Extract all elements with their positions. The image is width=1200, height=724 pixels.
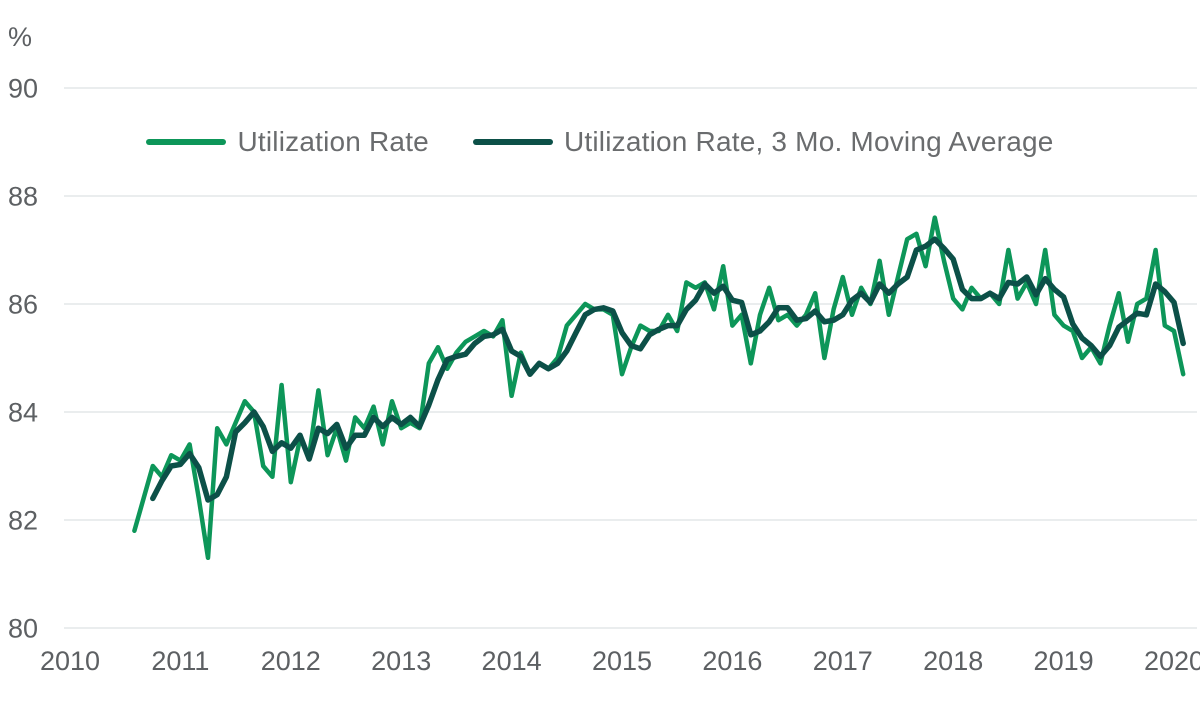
y-tick-label: 82 bbox=[8, 506, 38, 536]
y-tick-label: 88 bbox=[8, 182, 38, 212]
x-tick-label: 2010 bbox=[40, 646, 100, 676]
x-tick-label: 2019 bbox=[1034, 646, 1094, 676]
y-tick-label: 80 bbox=[8, 614, 38, 644]
y-tick-label: 90 bbox=[8, 74, 38, 104]
x-tick-label: 2018 bbox=[923, 646, 983, 676]
y-tick-label: 86 bbox=[8, 290, 38, 320]
y-tick-label: 84 bbox=[8, 398, 38, 428]
x-tick-label: 2017 bbox=[813, 646, 873, 676]
x-tick-label: 2011 bbox=[151, 646, 209, 676]
x-tick-label: 2013 bbox=[371, 646, 431, 676]
y-axis-unit-label: % bbox=[8, 22, 32, 52]
x-tick-label: 2020 bbox=[1144, 646, 1200, 676]
x-tick-label: 2014 bbox=[482, 646, 542, 676]
utilization-rate-line bbox=[132, 215, 1186, 561]
x-tick-label: 2016 bbox=[702, 646, 762, 676]
x-tick-label: 2012 bbox=[261, 646, 321, 676]
moving-average-line bbox=[150, 236, 1186, 503]
x-tick-label: 2015 bbox=[592, 646, 652, 676]
